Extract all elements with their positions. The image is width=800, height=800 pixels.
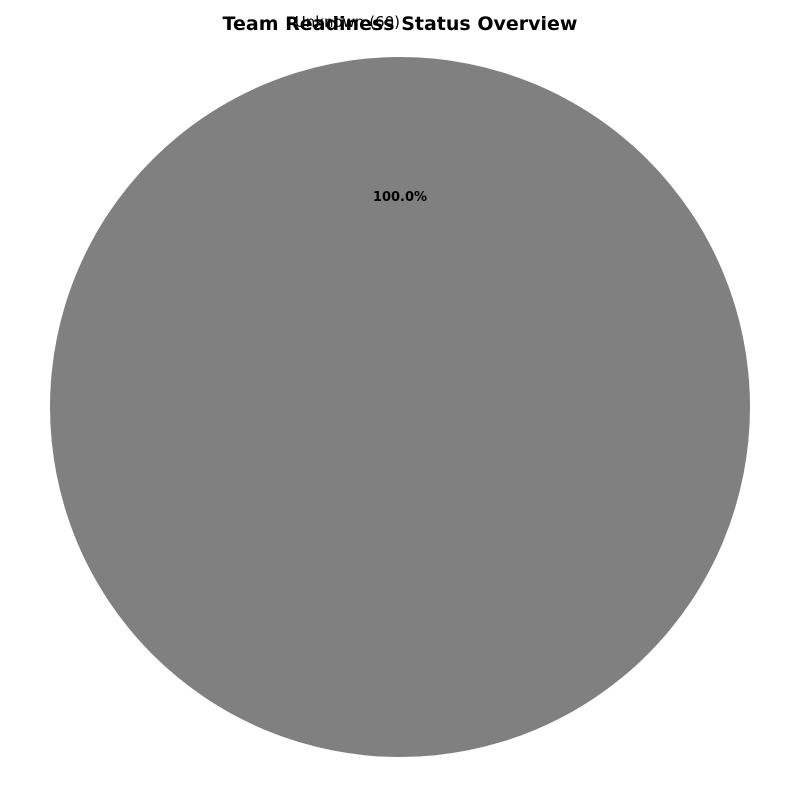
pie-slices — [50, 57, 750, 757]
pie-slice — [50, 57, 750, 757]
slice-category-label: Unknown (60) — [295, 13, 400, 31]
slice-percent-label: 100.0% — [373, 190, 427, 205]
chart-title: Team Readiness Status Overview — [223, 13, 578, 35]
pie-labels: 100.0% Unknown (60) — [295, 13, 427, 205]
